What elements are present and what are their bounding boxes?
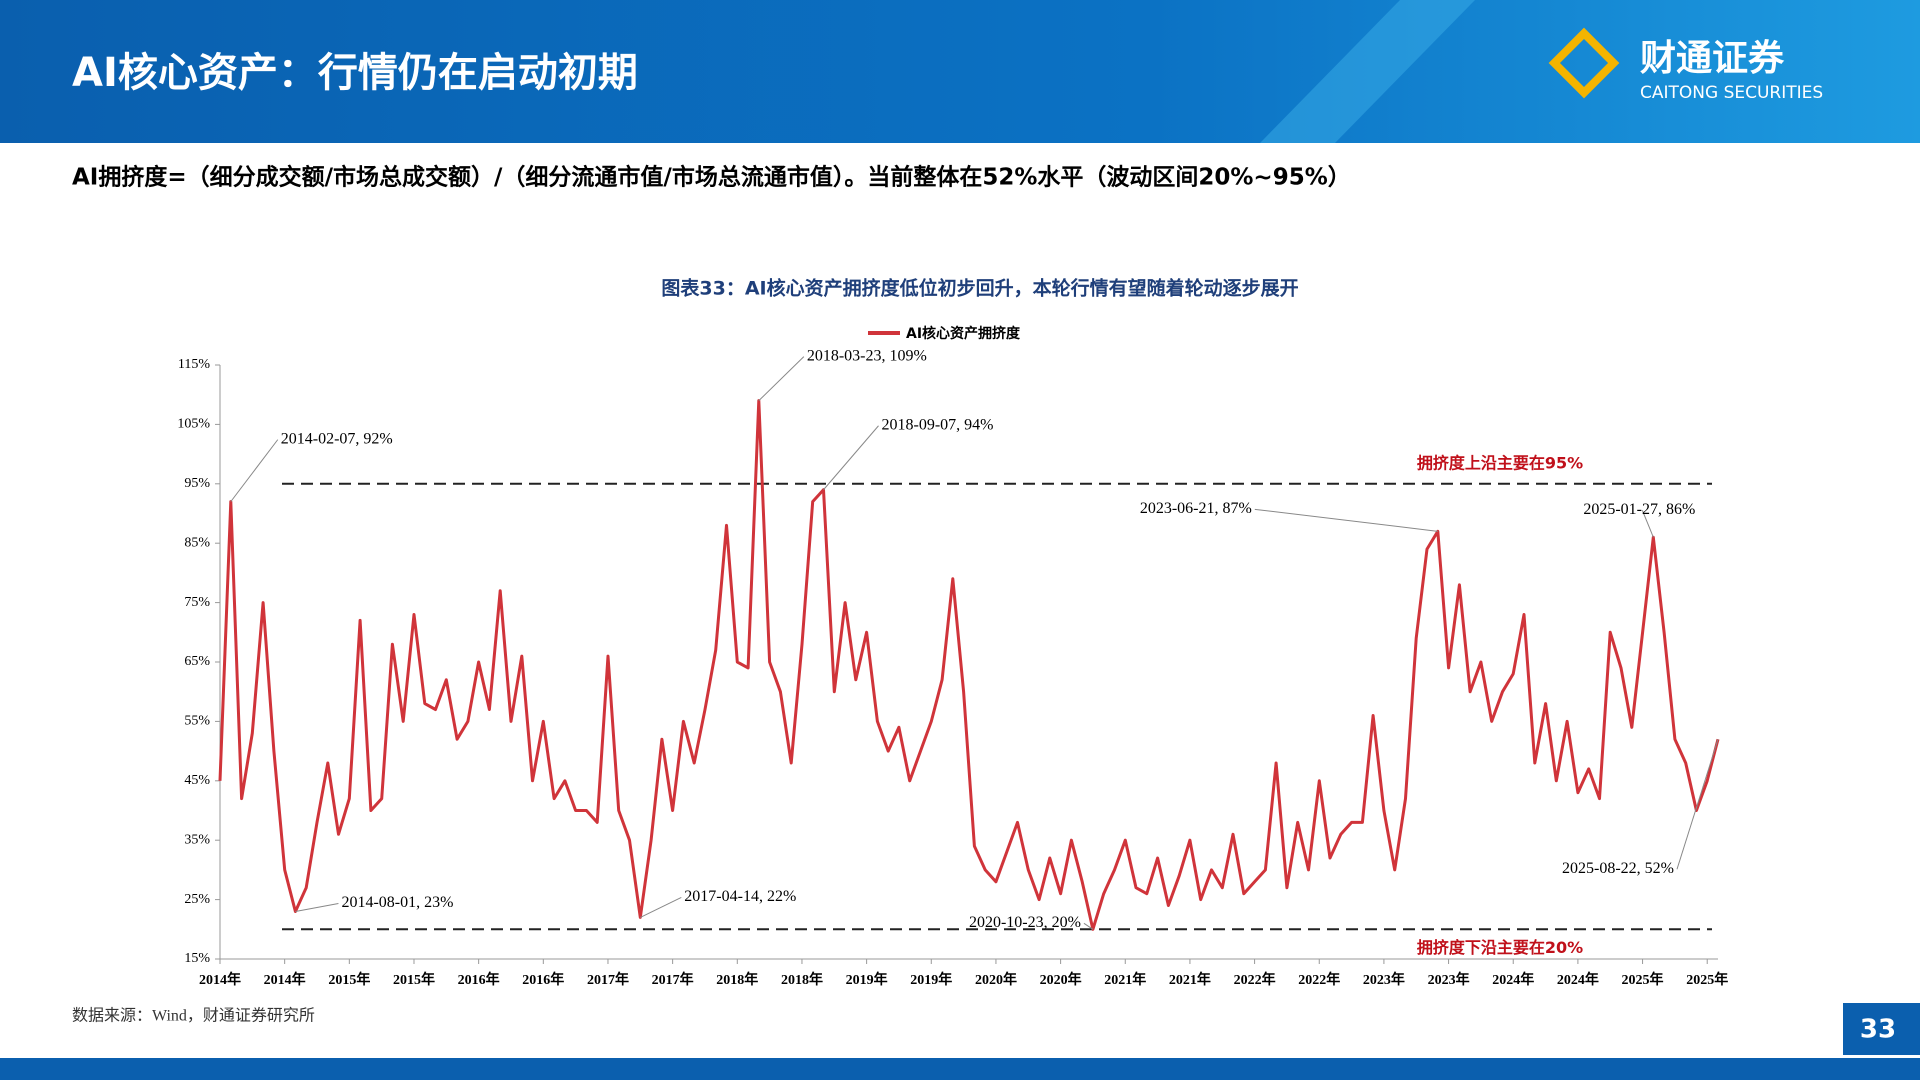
annotation: 2014-08-01, 23% xyxy=(341,894,453,911)
annotation-leader xyxy=(823,425,879,491)
logo: 财通证券 CAITONG SECURITIES xyxy=(1548,27,1823,103)
x-tick-label: 2018年 xyxy=(781,971,823,988)
x-tick-label: 2016年 xyxy=(458,971,500,988)
x-tick-label: 2021年 xyxy=(1169,971,1211,988)
x-tick-label: 2017年 xyxy=(652,971,694,988)
line xyxy=(218,399,1720,931)
x-tick-label: 2021年 xyxy=(1104,971,1146,988)
annotation-leader xyxy=(640,896,682,918)
x-tick-label: 2023年 xyxy=(1363,971,1405,988)
chart-title: 图表33：AI核心资产拥挤度低位初步回升，本轮行情有望随着轮动逐步展开 xyxy=(661,277,1298,300)
x-tick-label: 2025年 xyxy=(1622,971,1664,988)
y-tick-label: 105% xyxy=(177,417,210,432)
annotation-leader xyxy=(295,902,339,912)
y-tick-label: 35% xyxy=(184,832,210,847)
footer-band xyxy=(0,1058,1920,1080)
annotation-leader xyxy=(1641,510,1654,538)
annotation: 2025-01-27, 86% xyxy=(1583,501,1695,518)
x-tick-label: 2022年 xyxy=(1234,971,1276,988)
logo-en: CAITONG SECURITIES xyxy=(1640,83,1823,103)
annotation: 2025-08-22, 52% xyxy=(1562,860,1674,877)
x-tick-label: 2020年 xyxy=(975,971,1017,988)
header-stripe xyxy=(1260,0,1475,143)
x-tick-label: 2015年 xyxy=(328,971,370,988)
x-tick-label: 2022年 xyxy=(1298,971,1340,988)
annotation-leader xyxy=(1083,922,1094,930)
y-tick-label: 25% xyxy=(184,892,210,907)
slide-title: AI核心资产：行情仍在启动初期 xyxy=(72,50,638,96)
annotation-leader xyxy=(1254,508,1438,532)
reference-label: 拥挤度下沿主要在20% xyxy=(1417,938,1583,957)
annotation-leader xyxy=(230,439,279,502)
y-tick-label: 75% xyxy=(184,595,210,610)
page-number: 33 xyxy=(1860,1015,1896,1045)
legend-label: AI核心资产拥挤度 xyxy=(906,325,1021,342)
subtitle: AI拥挤度=（细分成交额/市场总成交额）/（细分流通市值/市场总流通市值）。当前… xyxy=(72,164,1351,191)
annotation: 2014-02-07, 92% xyxy=(281,430,393,447)
x-tick-label: 2019年 xyxy=(846,971,888,988)
annotation: 2018-09-07, 94% xyxy=(882,416,994,433)
logo-mark xyxy=(1548,27,1620,99)
y-tick-label: 45% xyxy=(184,773,210,788)
x-tick-label: 2018年 xyxy=(716,971,758,988)
reference-label: 拥挤度上沿主要在95% xyxy=(1417,453,1583,472)
x-tick-label: 2014年 xyxy=(264,971,306,988)
x-tick-label: 2017年 xyxy=(587,971,629,988)
x-tick-label: 2024年 xyxy=(1557,971,1599,988)
y-tick-label: 15% xyxy=(184,951,210,966)
y-tick-label: 95% xyxy=(184,476,210,491)
x-tick-label: 2023年 xyxy=(1428,971,1470,988)
source: 数据来源：Wind，财通证券研究所 xyxy=(72,1007,315,1025)
x-tick-label: 2020年 xyxy=(1040,971,1082,988)
annotation: 2017-04-14, 22% xyxy=(684,888,796,905)
annotation-leader xyxy=(1676,739,1719,870)
y-tick-label: 55% xyxy=(184,714,210,729)
y-tick-label: 115% xyxy=(178,357,210,372)
x-tick-label: 2014年 xyxy=(199,971,241,988)
x-tick-label: 2025年 xyxy=(1686,971,1728,988)
annotation: 2023-06-21, 87% xyxy=(1140,500,1252,517)
annotation: 2018-03-23, 109% xyxy=(807,347,927,364)
logo-cn: 财通证券 xyxy=(1640,38,1785,79)
x-tick-label: 2019年 xyxy=(910,971,952,988)
y-tick-label: 85% xyxy=(184,535,210,550)
annotation-leader xyxy=(758,356,805,401)
chart: 15% 25% 35% 45% 55% 65% 75% 85% 95% 105% 115% 2014年… xyxy=(177,325,1728,988)
x-tick-label: 2016年 xyxy=(522,971,564,988)
x-tick-label: 2015年 xyxy=(393,971,435,988)
x-tick-label: 2024年 xyxy=(1492,971,1534,988)
y-tick-label: 65% xyxy=(184,654,210,669)
page-number-box xyxy=(1843,1003,1920,1055)
annotation: 2020-10-23, 20% xyxy=(969,914,1081,931)
